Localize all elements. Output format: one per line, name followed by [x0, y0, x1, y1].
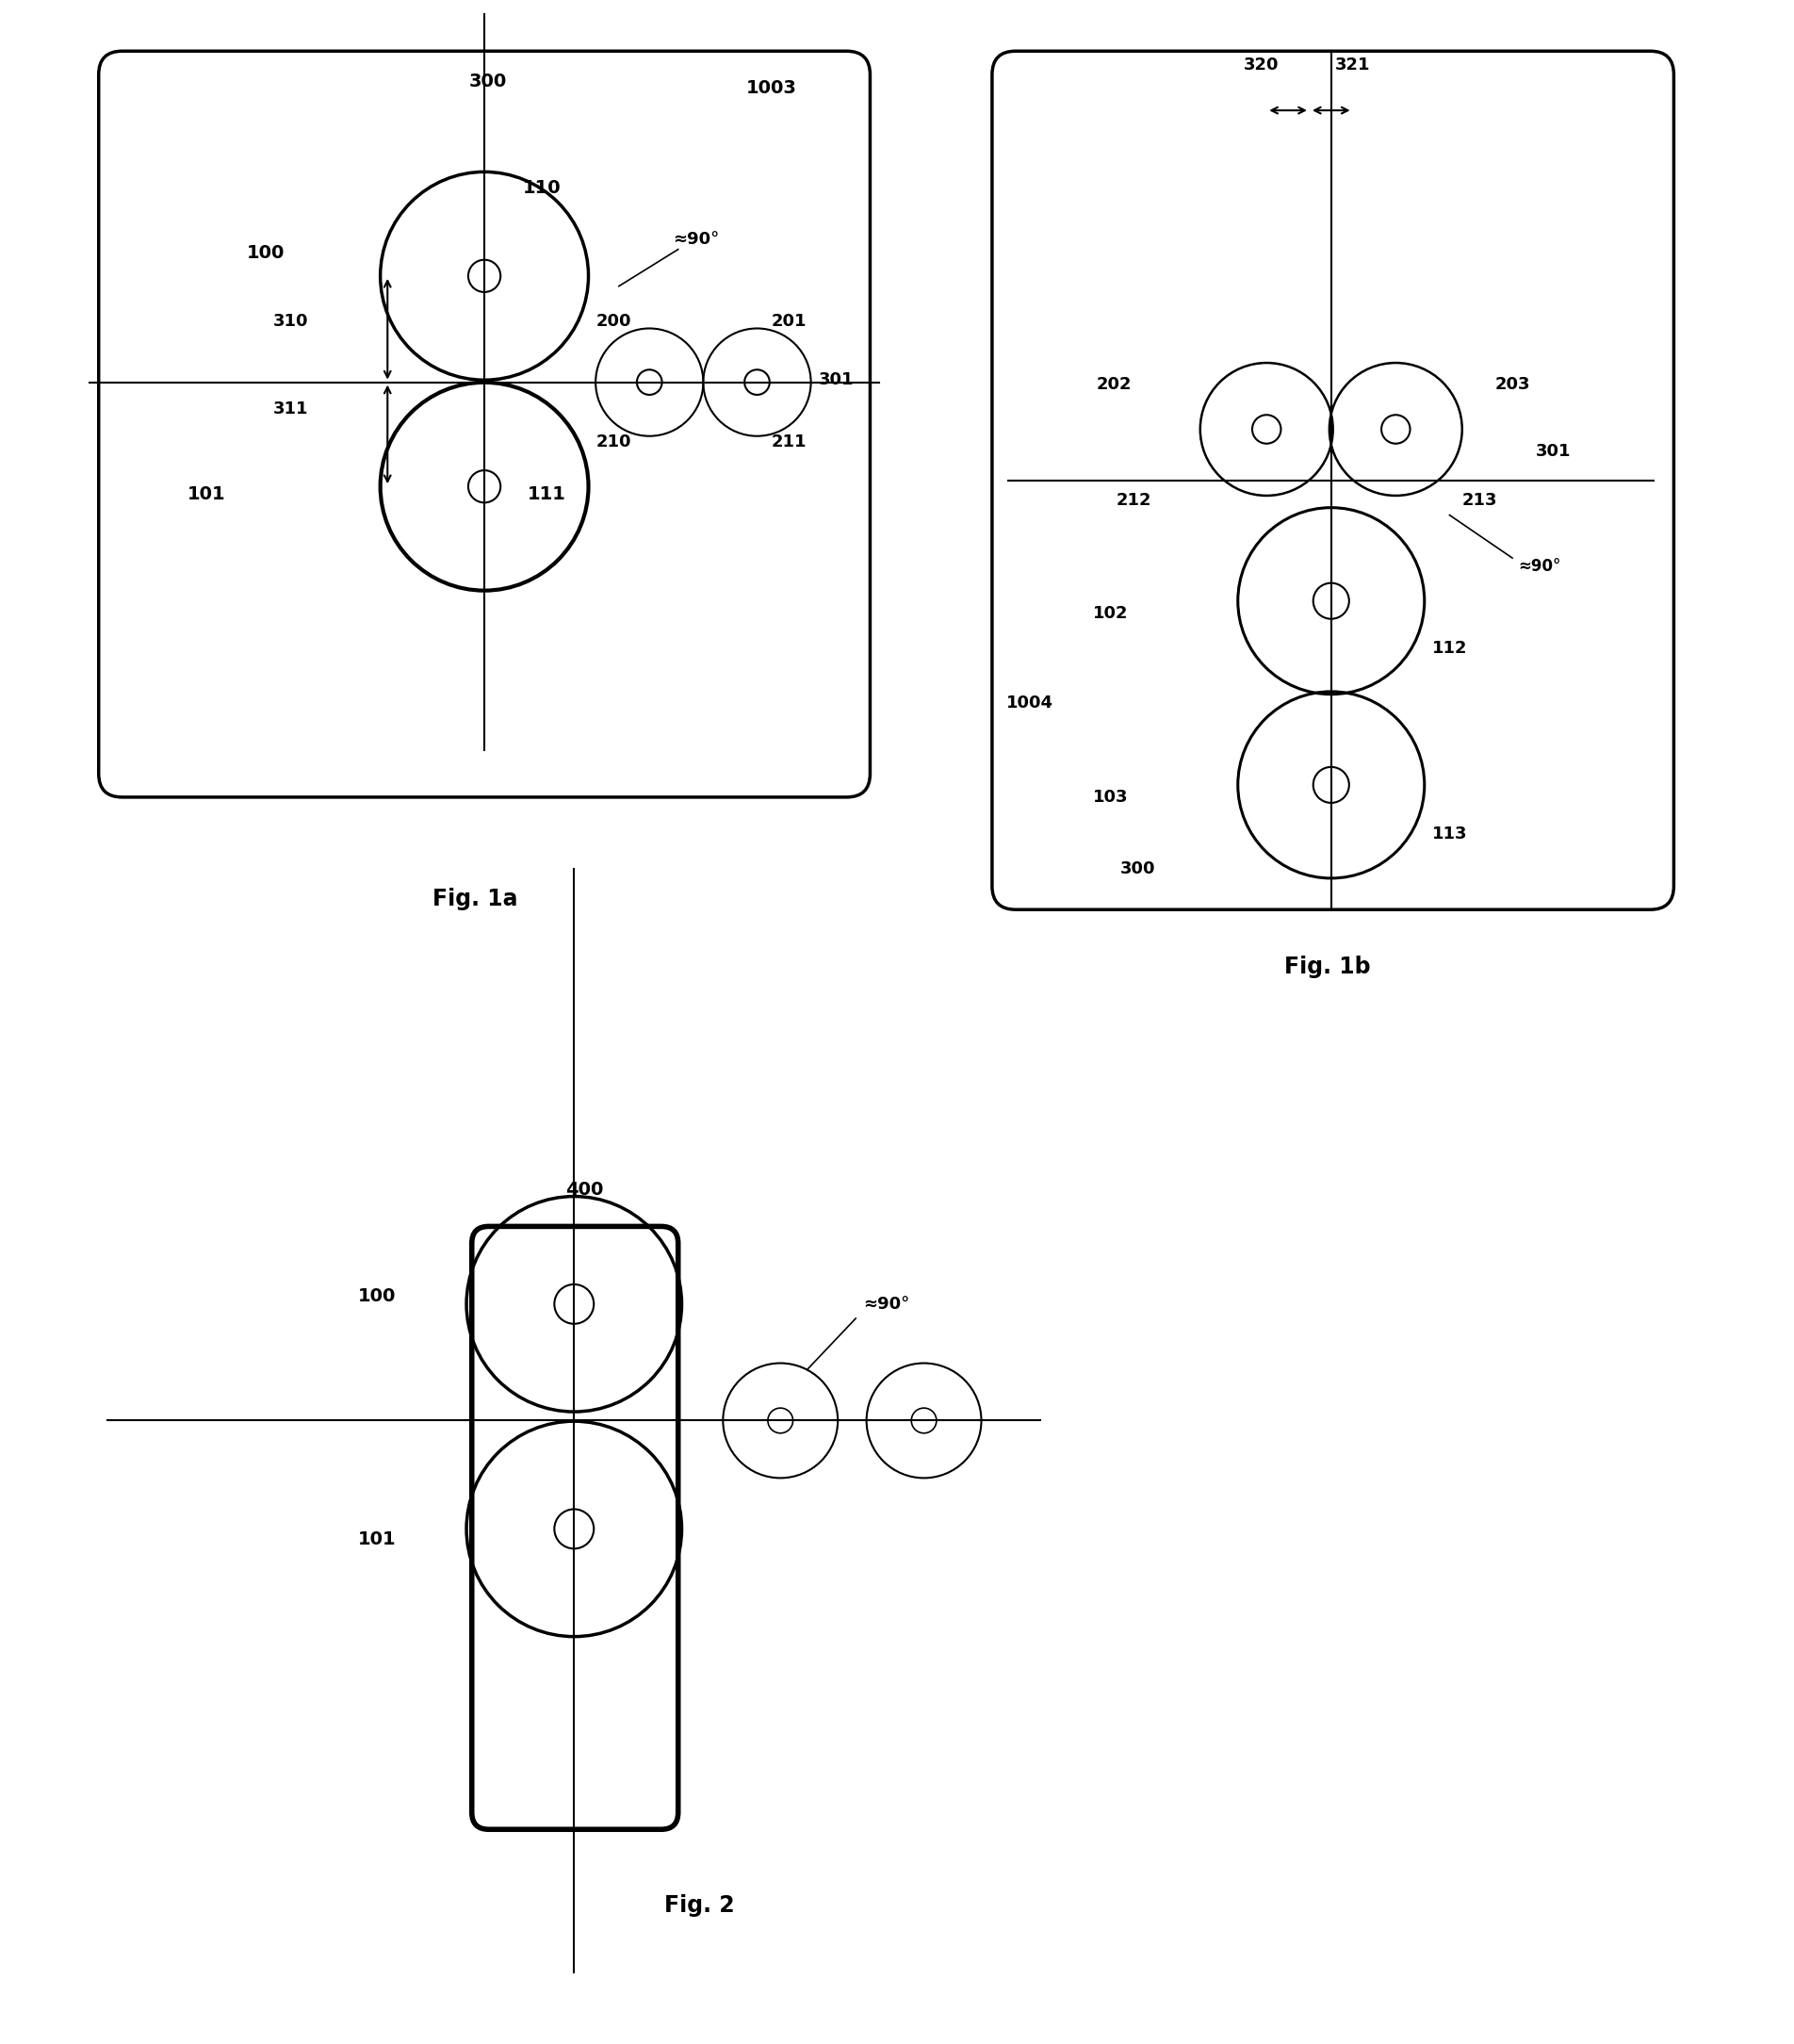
Text: 1003: 1003	[746, 80, 797, 96]
Text: 103: 103	[1093, 789, 1128, 805]
Text: 212: 212	[1116, 493, 1152, 509]
Text: 301: 301	[818, 372, 854, 388]
Text: 102: 102	[1093, 605, 1128, 621]
Text: 200: 200	[596, 313, 631, 329]
Text: 320: 320	[1243, 57, 1279, 74]
Text: 203: 203	[1494, 376, 1530, 392]
Text: 100: 100	[246, 245, 285, 262]
Text: 113: 113	[1432, 826, 1467, 842]
Text: 300: 300	[468, 74, 508, 90]
Text: 310: 310	[273, 313, 309, 329]
Text: 210: 210	[596, 433, 631, 450]
Text: 213: 213	[1462, 493, 1498, 509]
Text: Fig. 1b: Fig. 1b	[1285, 955, 1371, 979]
Text: 110: 110	[522, 180, 562, 196]
Text: 112: 112	[1432, 640, 1467, 656]
Text: 101: 101	[357, 1531, 396, 1547]
Text: ≈90°: ≈90°	[1518, 558, 1561, 574]
Text: ≈90°: ≈90°	[673, 231, 719, 247]
Text: 101: 101	[187, 486, 226, 503]
Text: ≈90°: ≈90°	[863, 1296, 910, 1312]
Text: 211: 211	[771, 433, 807, 450]
Text: 1004: 1004	[1006, 695, 1053, 711]
Text: 111: 111	[527, 486, 567, 503]
Text: Fig. 1a: Fig. 1a	[432, 887, 518, 912]
Text: Fig. 2: Fig. 2	[664, 1893, 736, 1917]
Text: 300: 300	[1119, 861, 1155, 877]
Text: 301: 301	[1536, 444, 1572, 460]
Text: 321: 321	[1335, 57, 1371, 74]
Text: 202: 202	[1096, 376, 1132, 392]
Text: 201: 201	[771, 313, 807, 329]
Text: 100: 100	[357, 1288, 396, 1304]
Text: 311: 311	[273, 401, 309, 417]
Text: 400: 400	[565, 1181, 605, 1198]
